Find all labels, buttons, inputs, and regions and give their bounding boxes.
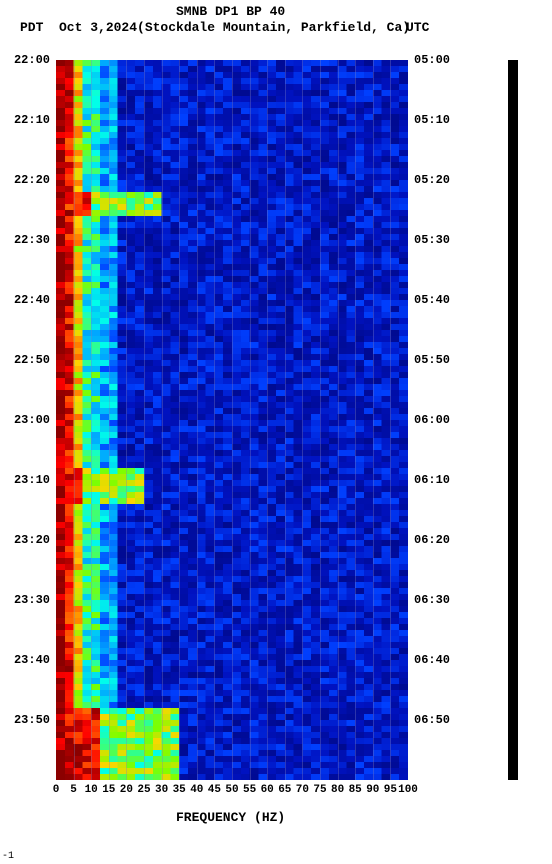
ytick-left: 23:20 [14,533,50,547]
gridline [390,60,391,780]
xtick: 45 [208,784,221,796]
gridline [126,60,127,780]
xtick: 85 [349,784,362,796]
ytick-right: 06:20 [414,533,450,547]
xtick: 20 [120,784,133,796]
xtick: 70 [296,784,309,796]
xtick: 30 [155,784,168,796]
ytick-right: 05:10 [414,113,450,127]
ytick-right: 06:10 [414,473,450,487]
ytick-right: 05:30 [414,233,450,247]
gridline [232,60,233,780]
ytick-left: 22:50 [14,353,50,367]
ytick-left: 23:10 [14,473,50,487]
ytick-left: 22:10 [14,113,50,127]
ytick-right: 06:30 [414,593,450,607]
ytick-left: 22:30 [14,233,50,247]
ytick-right: 06:50 [414,713,450,727]
ytick-left: 23:00 [14,413,50,427]
ytick-left: 23:50 [14,713,50,727]
ytick-right: 06:40 [414,653,450,667]
gridline [302,60,303,780]
xtick: 0 [53,784,60,796]
xtick: 10 [85,784,98,796]
chart-title: SMNB DP1 BP 40 [176,4,285,19]
xtick: 35 [173,784,186,796]
xtick: 40 [190,784,203,796]
xtick: 5 [70,784,77,796]
xtick: 60 [261,784,274,796]
gridline [250,60,251,780]
amplitude-sidebar [508,60,518,780]
gridline [179,60,180,780]
gridline [91,60,92,780]
ytick-left: 22:40 [14,293,50,307]
footer-mark: -1 [2,851,14,862]
ytick-right: 06:00 [414,413,450,427]
gridline [74,60,75,780]
xtick: 75 [313,784,326,796]
gridline [162,60,163,780]
gridline [373,60,374,780]
stage: SMNB DP1 BP 40 PDT Oct 3,2024(Stockdale … [0,0,552,864]
ytick-left: 23:40 [14,653,50,667]
gridline [338,60,339,780]
xtick: 90 [366,784,379,796]
ytick-right: 05:50 [414,353,450,367]
xtick: 55 [243,784,256,796]
gridline [144,60,145,780]
chart-subtitle: PDT Oct 3,2024(Stockdale Mountain, Parkf… [20,20,410,35]
ytick-right: 05:20 [414,173,450,187]
ytick-left: 22:20 [14,173,50,187]
gridline [214,60,215,780]
xtick: 50 [225,784,238,796]
xtick: 25 [137,784,150,796]
gridline [285,60,286,780]
spectrogram-plot: 22:0022:1022:2022:3022:4022:5023:0023:10… [56,60,408,780]
xtick: 65 [278,784,291,796]
xtick: 80 [331,784,344,796]
gridline [320,60,321,780]
ytick-right: 05:40 [414,293,450,307]
gridline [109,60,110,780]
xtick: 15 [102,784,115,796]
ytick-right: 05:00 [414,53,450,67]
x-axis-label: FREQUENCY (HZ) [176,810,285,825]
xtick: 95 [384,784,397,796]
xtick: 100 [398,784,418,796]
ytick-left: 23:30 [14,593,50,607]
ytick-left: 22:00 [14,53,50,67]
utc-label: UTC [406,20,429,35]
gridline [197,60,198,780]
gridline [355,60,356,780]
gridline [267,60,268,780]
